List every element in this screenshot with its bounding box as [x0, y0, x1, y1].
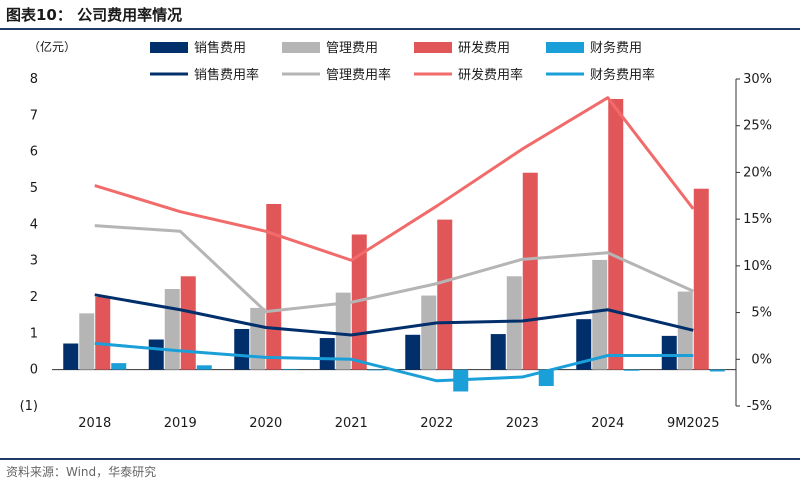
bar — [538, 369, 554, 387]
category-label: 2022 — [420, 416, 453, 431]
legend-label: 财务费用率 — [590, 67, 655, 83]
figure-title: 图表10： 公司费用率情况 — [6, 6, 183, 24]
line-series — [94, 96, 695, 262]
bar — [95, 297, 111, 370]
source-note: 资料来源：Wind，华泰研究 — [6, 465, 157, 479]
bar — [111, 363, 127, 370]
bar — [709, 369, 725, 372]
left-axis-label: （亿元） — [28, 39, 76, 54]
category-label: 9M2025 — [667, 416, 720, 431]
category-label: 2020 — [249, 416, 282, 431]
right-tick-label: 20% — [743, 165, 772, 180]
left-tick-label: 5 — [30, 181, 38, 196]
title-rule — [0, 28, 800, 30]
category-label: 2018 — [78, 416, 111, 431]
bar — [490, 334, 506, 370]
right-tick-label: 25% — [743, 119, 772, 134]
bar — [319, 338, 335, 370]
left-tick-label: 2 — [30, 290, 38, 305]
left-tick-label: 4 — [30, 217, 38, 232]
category-label: 2024 — [591, 416, 624, 431]
bar — [608, 98, 624, 370]
bar — [522, 172, 538, 370]
left-tick-label: 3 — [30, 254, 38, 269]
legend-bar-swatch — [282, 42, 320, 53]
bar — [164, 289, 180, 370]
bar — [282, 368, 298, 370]
bar — [677, 291, 693, 370]
bar — [624, 369, 640, 371]
category-label: 2021 — [335, 416, 368, 431]
line-series — [94, 341, 694, 383]
bar — [148, 339, 164, 370]
right-tick-label: 10% — [743, 259, 772, 274]
left-tick-label: 6 — [30, 145, 38, 160]
right-tick-label: 15% — [743, 212, 772, 227]
left-tick-label: 8 — [30, 72, 38, 87]
legend-bar-swatch — [150, 42, 188, 53]
legend-label: 财务费用 — [590, 40, 642, 56]
right-tick-label: 0% — [751, 352, 772, 367]
category-label: 2019 — [164, 416, 197, 431]
legend-label: 销售费用率 — [194, 67, 259, 83]
category-label: 2023 — [506, 416, 539, 431]
line-series — [94, 224, 694, 314]
right-tick-label: 30% — [743, 72, 772, 87]
bar — [266, 203, 282, 370]
legend-label: 管理费用率 — [326, 67, 391, 83]
legend-label: 研发费用 — [458, 40, 510, 56]
line-series-group — [94, 96, 695, 383]
bar — [693, 188, 709, 370]
bar-series-group — [63, 98, 725, 392]
bar — [592, 259, 608, 370]
left-tick-label: (1) — [20, 399, 38, 414]
bar — [335, 292, 351, 370]
bar — [506, 276, 522, 370]
legend-label: 研发费用率 — [458, 67, 523, 83]
bar — [180, 276, 196, 370]
legend-label: 管理费用 — [326, 41, 378, 56]
bar — [250, 307, 266, 370]
bar — [367, 369, 383, 371]
bar — [79, 313, 95, 370]
line-series — [94, 293, 694, 337]
footer-rule — [0, 458, 800, 460]
axes: 8 7 6 5 4 3 2 1 0 (1) 30% 25% 20% 15% 10% 5% 0% -5% 2018 20… — [20, 72, 772, 431]
bar — [576, 319, 592, 370]
left-tick-label: 0 — [30, 363, 38, 378]
legend-bar-swatch — [546, 42, 584, 53]
bar — [234, 328, 250, 370]
right-tick-label: 5% — [751, 306, 772, 321]
right-tick-label: -5% — [747, 399, 772, 414]
bar — [405, 334, 421, 370]
bar — [63, 343, 79, 370]
bar — [196, 365, 212, 370]
left-tick-label: 1 — [30, 326, 38, 341]
legend-label: 销售费用 — [194, 40, 246, 56]
legend-bar-swatch — [414, 42, 452, 53]
bar — [661, 335, 677, 370]
left-tick-label: 7 — [30, 108, 38, 123]
bar — [437, 219, 453, 370]
bar — [421, 295, 437, 370]
